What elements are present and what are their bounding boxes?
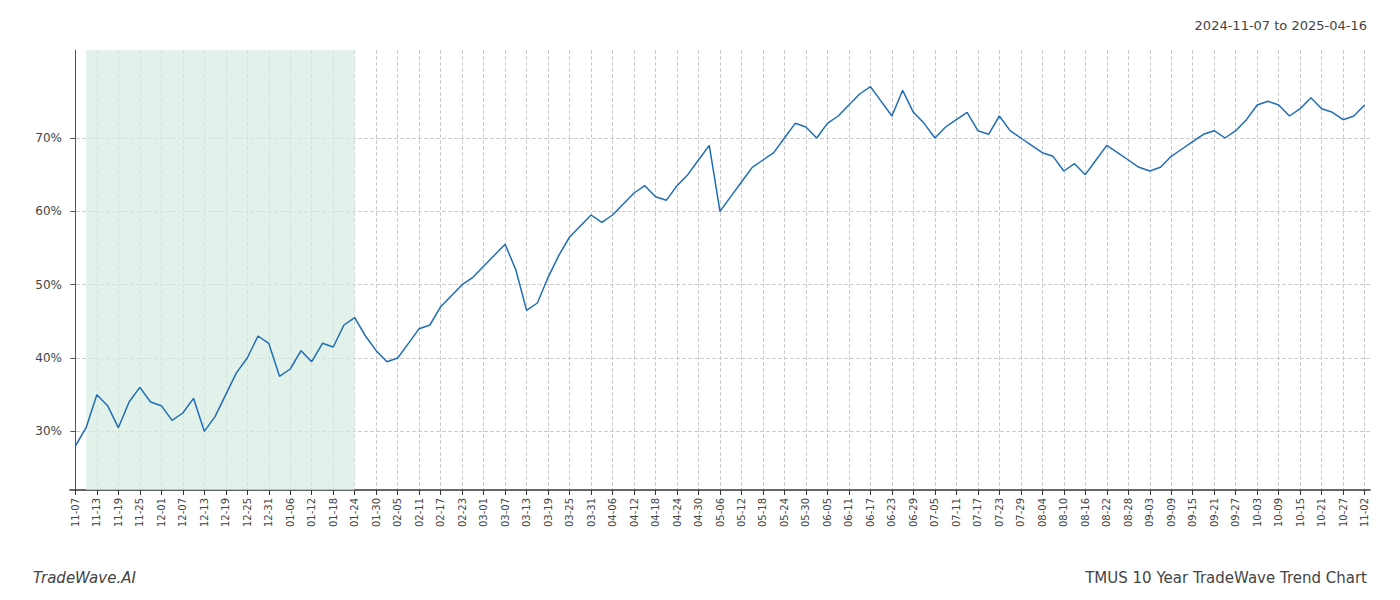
svg-text:06-29: 06-29 xyxy=(908,498,919,527)
svg-text:10-21: 10-21 xyxy=(1316,498,1327,527)
svg-text:02-05: 02-05 xyxy=(392,498,403,527)
svg-text:01-06: 01-06 xyxy=(285,498,296,527)
svg-text:07-11: 07-11 xyxy=(951,498,962,527)
svg-text:10-27: 10-27 xyxy=(1338,498,1349,527)
svg-text:01-18: 01-18 xyxy=(328,498,339,527)
svg-text:10-15: 10-15 xyxy=(1295,498,1306,527)
svg-text:09-09: 09-09 xyxy=(1166,498,1177,527)
svg-text:06-11: 06-11 xyxy=(843,498,854,527)
svg-text:06-05: 06-05 xyxy=(822,498,833,527)
svg-text:10-09: 10-09 xyxy=(1273,498,1284,527)
svg-text:11-02: 11-02 xyxy=(1359,498,1370,527)
svg-text:08-04: 08-04 xyxy=(1037,498,1048,527)
svg-text:04-06: 04-06 xyxy=(607,498,618,527)
svg-text:11-13: 11-13 xyxy=(91,498,102,527)
svg-text:08-16: 08-16 xyxy=(1080,498,1091,527)
svg-text:10-03: 10-03 xyxy=(1252,498,1263,527)
svg-text:05-06: 05-06 xyxy=(715,498,726,527)
svg-text:12-07: 12-07 xyxy=(177,498,188,527)
svg-text:05-12: 05-12 xyxy=(736,498,747,527)
svg-text:03-25: 03-25 xyxy=(564,498,575,527)
svg-text:03-13: 03-13 xyxy=(521,498,532,527)
svg-text:08-22: 08-22 xyxy=(1101,498,1112,527)
svg-text:30%: 30% xyxy=(35,424,62,438)
svg-text:01-24: 01-24 xyxy=(349,498,360,527)
svg-text:04-12: 04-12 xyxy=(629,498,640,527)
svg-text:09-21: 09-21 xyxy=(1209,498,1220,527)
svg-text:01-12: 01-12 xyxy=(306,498,317,527)
svg-text:03-19: 03-19 xyxy=(543,498,554,527)
svg-text:08-10: 08-10 xyxy=(1058,498,1069,527)
svg-text:02-17: 02-17 xyxy=(435,498,446,527)
svg-text:03-07: 03-07 xyxy=(500,498,511,527)
svg-text:60%: 60% xyxy=(35,204,62,218)
svg-text:05-18: 05-18 xyxy=(757,498,768,527)
svg-text:50%: 50% xyxy=(35,278,62,292)
svg-text:12-31: 12-31 xyxy=(263,498,274,527)
svg-text:08-28: 08-28 xyxy=(1123,498,1134,527)
svg-text:40%: 40% xyxy=(35,351,62,365)
svg-text:11-25: 11-25 xyxy=(134,498,145,527)
svg-text:12-13: 12-13 xyxy=(199,498,210,527)
svg-text:04-24: 04-24 xyxy=(672,498,683,527)
svg-text:07-17: 07-17 xyxy=(972,498,983,527)
svg-text:01-30: 01-30 xyxy=(371,498,382,527)
svg-text:12-25: 12-25 xyxy=(242,498,253,527)
svg-text:11-07: 11-07 xyxy=(70,498,81,527)
svg-text:11-19: 11-19 xyxy=(113,498,124,527)
svg-text:05-30: 05-30 xyxy=(800,498,811,527)
svg-text:04-18: 04-18 xyxy=(650,498,661,527)
svg-text:03-01: 03-01 xyxy=(478,498,489,527)
svg-text:07-29: 07-29 xyxy=(1015,498,1026,527)
svg-text:07-05: 07-05 xyxy=(929,498,940,527)
svg-text:09-15: 09-15 xyxy=(1187,498,1198,527)
svg-text:70%: 70% xyxy=(35,131,62,145)
svg-text:TMUS 10 Year TradeWave Trend C: TMUS 10 Year TradeWave Trend Chart xyxy=(1084,569,1367,587)
svg-text:06-17: 06-17 xyxy=(865,498,876,527)
svg-text:07-23: 07-23 xyxy=(994,498,1005,527)
svg-text:03-31: 03-31 xyxy=(586,498,597,527)
svg-text:12-19: 12-19 xyxy=(220,498,231,527)
svg-text:12-01: 12-01 xyxy=(156,498,167,527)
svg-text:04-30: 04-30 xyxy=(693,498,704,527)
svg-text:2024-11-07 to 2025-04-16: 2024-11-07 to 2025-04-16 xyxy=(1195,18,1367,33)
svg-text:02-11: 02-11 xyxy=(414,498,425,527)
svg-text:06-23: 06-23 xyxy=(886,498,897,527)
svg-text:05-24: 05-24 xyxy=(779,498,790,527)
svg-text:09-27: 09-27 xyxy=(1230,498,1241,527)
svg-text:09-03: 09-03 xyxy=(1144,498,1155,527)
svg-text:TradeWave.AI: TradeWave.AI xyxy=(33,569,136,587)
svg-text:02-23: 02-23 xyxy=(457,498,468,527)
